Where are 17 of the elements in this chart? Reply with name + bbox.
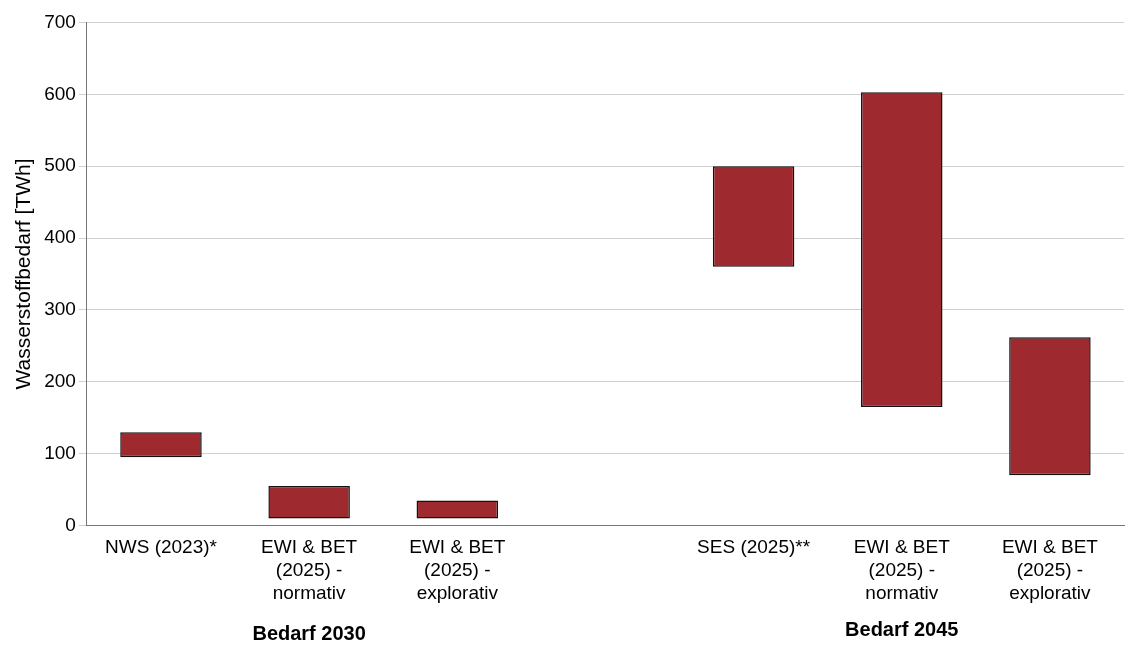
x-tick-label: EWI & BET (2025) - normativ — [261, 536, 358, 603]
y-tick-label: 500 — [44, 154, 76, 176]
y-tick-label: 700 — [44, 10, 76, 32]
text: Bedarf 2030 — [252, 622, 366, 644]
y-tick-label: 100 — [44, 441, 76, 463]
y-axis-title: Wasserstoffbedarf [TWh] — [11, 158, 35, 390]
y-tick-label: 0 — [65, 513, 76, 535]
y-tick-label: 300 — [44, 298, 76, 320]
y-tick-label: 600 — [44, 82, 76, 104]
y-tick-label: 400 — [44, 226, 76, 248]
x-tick-label: SES (2025)** — [697, 536, 811, 558]
x-tick-label: NWS (2023)* — [105, 536, 218, 558]
text: Bedarf 2045 — [845, 618, 959, 640]
x-tick-label: EWI & BET (2025) - explorativ — [1001, 536, 1099, 603]
x-tick-label: EWI & BET (2025) - explorativ — [409, 536, 506, 603]
y-tick-label: 200 — [44, 370, 76, 392]
x-tick-label: EWI & BET (2025) - normativ — [853, 536, 951, 603]
